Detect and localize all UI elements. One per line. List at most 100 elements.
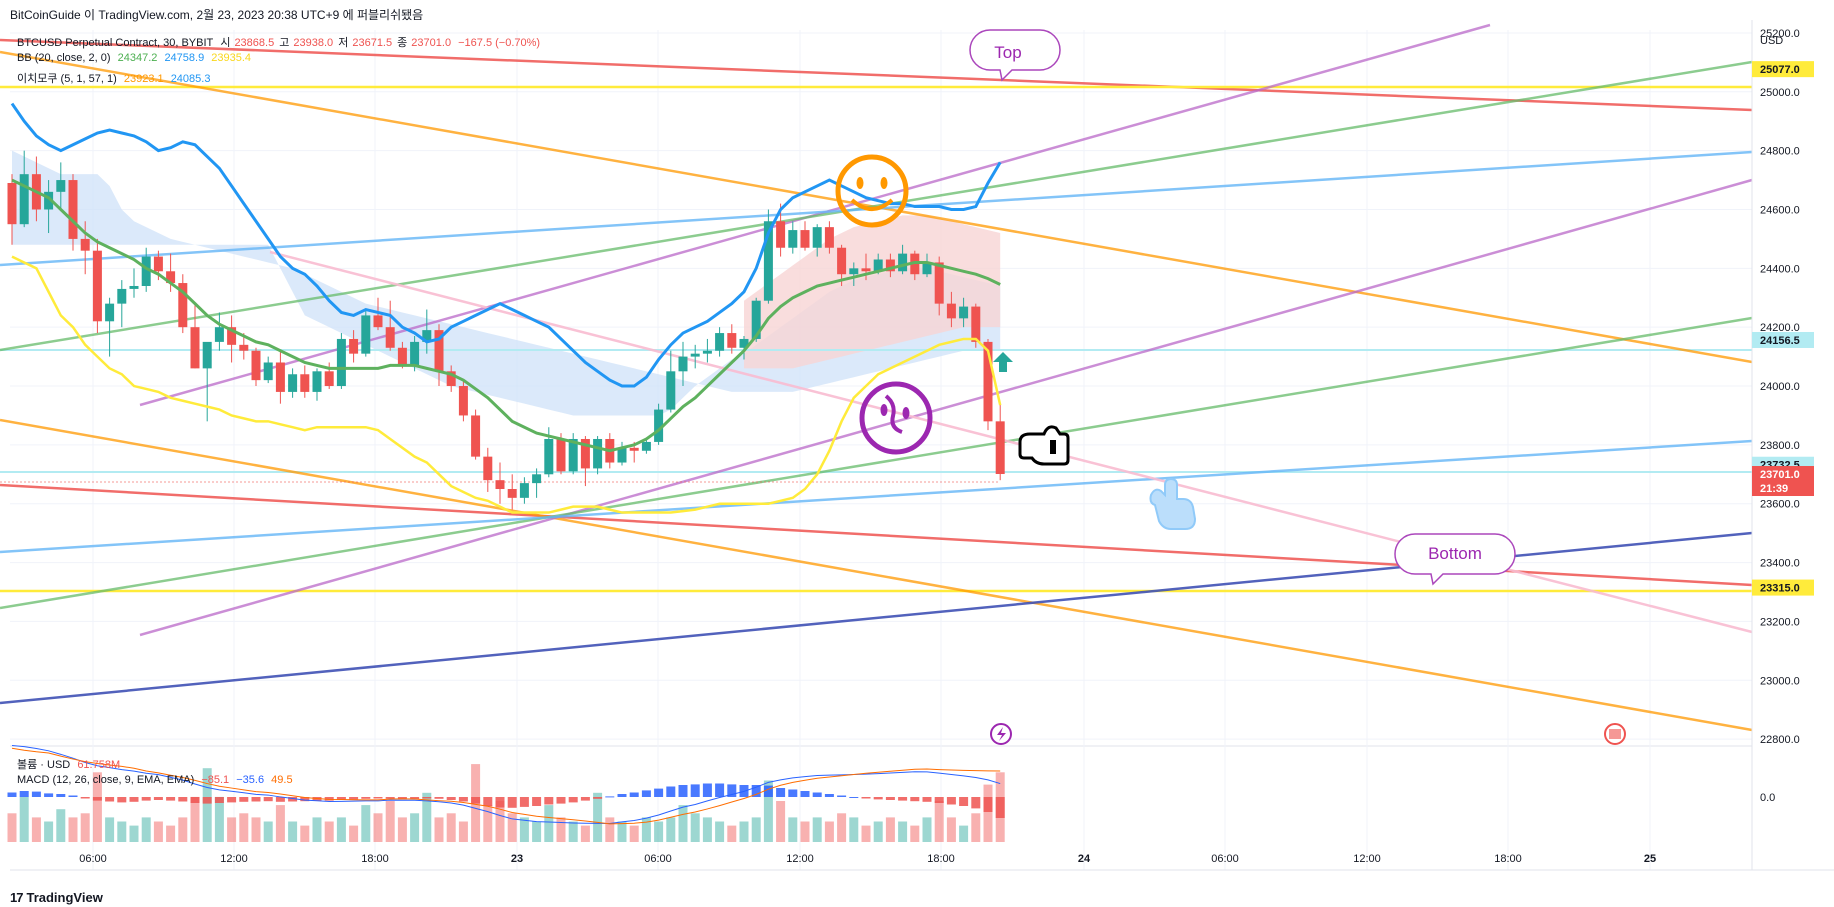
symbol-legend[interactable]: BTCUSD Perpetual Contract, 30, BYBIT 시 23… xyxy=(17,34,544,50)
bb-label: BB (20, close, 2, 0) xyxy=(17,52,111,64)
volume-bar xyxy=(202,768,212,842)
candle-body xyxy=(141,256,151,286)
candle-body xyxy=(288,374,298,392)
volume-bar xyxy=(946,817,956,842)
time-tick-label: 12:00 xyxy=(1353,853,1381,865)
trend-line-red xyxy=(0,38,1753,112)
price-tick-label: 23600.0 xyxy=(1760,499,1800,511)
macd-zero-label: 0.0 xyxy=(1760,792,1775,804)
price-tag-bg xyxy=(1752,61,1814,78)
confused-face-icon xyxy=(859,381,933,455)
volume-bar xyxy=(141,817,151,842)
price-tick-label: 23200.0 xyxy=(1760,616,1800,628)
volume-value: 61.758M xyxy=(77,759,121,771)
volume-bar xyxy=(446,813,456,842)
candle-body xyxy=(556,438,566,472)
volume-bar xyxy=(312,817,322,842)
price-axis[interactable]: 25200.0 25000.0 24800.0 24600.0 24400.0 24200… xyxy=(1751,20,1814,870)
macd-hist-bar xyxy=(617,794,627,797)
volume-bar xyxy=(361,805,371,842)
smiley-mouth xyxy=(850,198,894,211)
candle-body xyxy=(788,230,798,248)
macd-hist-bar xyxy=(568,797,578,803)
candle-body xyxy=(239,344,249,351)
macd-panel xyxy=(7,745,1005,825)
time-tick-label: 23 xyxy=(511,853,523,865)
time-tick-label: 25 xyxy=(1644,853,1656,865)
bb-basis-line xyxy=(11,178,1001,453)
time-axis[interactable]: 06:00 12:00 18:00 23 06:00 12:00 18:00 24 06:00 1… xyxy=(10,853,1834,871)
volume-bar xyxy=(68,817,78,842)
volume-bar xyxy=(788,817,798,842)
macd-legend[interactable]: MACD (12, 26, close, 9, EMA, EMA) −85.1 … xyxy=(17,774,297,786)
time-tick-label: 18:00 xyxy=(361,853,389,865)
ichimoku-legend[interactable]: 이치모쿠 (5, 1, 57, 1) 23923.1 24085.3 xyxy=(17,70,214,86)
bottom-callout-label: Bottom xyxy=(1428,544,1482,563)
candle-body xyxy=(117,288,127,304)
macd-hist-bar xyxy=(995,797,1005,818)
volume-bar xyxy=(519,817,529,842)
macd-hist-bar xyxy=(934,797,944,803)
macd-line-value: −35.6 xyxy=(236,774,265,786)
open-value: 23868.5 xyxy=(234,37,275,49)
bb-upper-value: 24758.9 xyxy=(164,52,205,64)
volume-legend[interactable]: 볼륨 · USD 61.758M xyxy=(17,756,124,772)
candle-body xyxy=(153,256,163,272)
bb-legend[interactable]: BB (20, close, 2, 0) 24347.2 24758.9 239… xyxy=(17,52,255,64)
candle-body xyxy=(971,306,981,342)
macd-hist-bar xyxy=(202,797,212,804)
macd-hist-bar xyxy=(141,797,151,801)
macd-hist-bar xyxy=(605,796,615,798)
price-tag-label: 25077.0 xyxy=(1760,64,1800,76)
volume-bar xyxy=(275,805,285,842)
candle-body xyxy=(129,285,139,289)
volume-bar xyxy=(373,813,383,842)
footer-brand: TradingView xyxy=(26,890,103,905)
annotations[interactable]: Top Bottom xyxy=(835,29,1626,745)
volume-bar xyxy=(959,825,969,842)
tradingview-logo[interactable]: 17 TradingView xyxy=(10,890,103,905)
candle-body xyxy=(983,341,993,422)
macd-hist-bar xyxy=(641,790,651,797)
candle-body xyxy=(471,415,481,457)
candle-body xyxy=(763,221,773,301)
volume-bar xyxy=(971,813,981,842)
macd-hist-bar xyxy=(629,792,639,797)
candle-body xyxy=(861,268,871,272)
low-value: 23671.5 xyxy=(352,37,393,49)
price-tick-label: 23400.0 xyxy=(1760,558,1800,570)
pointing-hand-icon xyxy=(1018,425,1070,466)
volume-bar xyxy=(92,772,102,842)
macd-hist-bar xyxy=(275,797,285,802)
price-tick-label: 24200.0 xyxy=(1760,322,1800,334)
smiley-face-icon xyxy=(835,154,909,228)
macd-hist-bar xyxy=(80,797,90,799)
candle-body xyxy=(385,327,395,348)
symbol-title: BTCUSD Perpetual Contract, 30, BYBIT xyxy=(17,37,214,49)
candle-body xyxy=(336,338,346,387)
volume-bar xyxy=(288,821,298,842)
volume-bar xyxy=(532,821,542,842)
macd-hist-bar xyxy=(336,797,346,800)
macd-hist-bar xyxy=(300,797,310,802)
macd-hist-bar xyxy=(690,784,700,797)
price-tag-label: 24156.5 xyxy=(1760,335,1800,347)
time-tick-label: 24 xyxy=(1078,853,1091,865)
macd-hist-bar xyxy=(92,797,102,801)
candle-body xyxy=(922,262,932,275)
macd-hist-bar xyxy=(654,788,664,797)
macd-hist-bar xyxy=(898,797,908,801)
macd-hist-bar xyxy=(361,797,371,799)
volume-bar xyxy=(690,813,700,842)
candle-body xyxy=(739,338,749,348)
bb-lower-line xyxy=(11,255,1002,514)
volume-bar xyxy=(178,817,188,842)
ichimoku-b-value: 24085.3 xyxy=(170,73,211,85)
macd-hist-bar xyxy=(483,797,493,806)
macd-hist-bar xyxy=(178,797,188,802)
candle-body xyxy=(751,300,761,339)
pointing-hand-light-icon xyxy=(1149,477,1197,530)
candle-body xyxy=(105,303,115,322)
volume-bar xyxy=(593,792,603,842)
